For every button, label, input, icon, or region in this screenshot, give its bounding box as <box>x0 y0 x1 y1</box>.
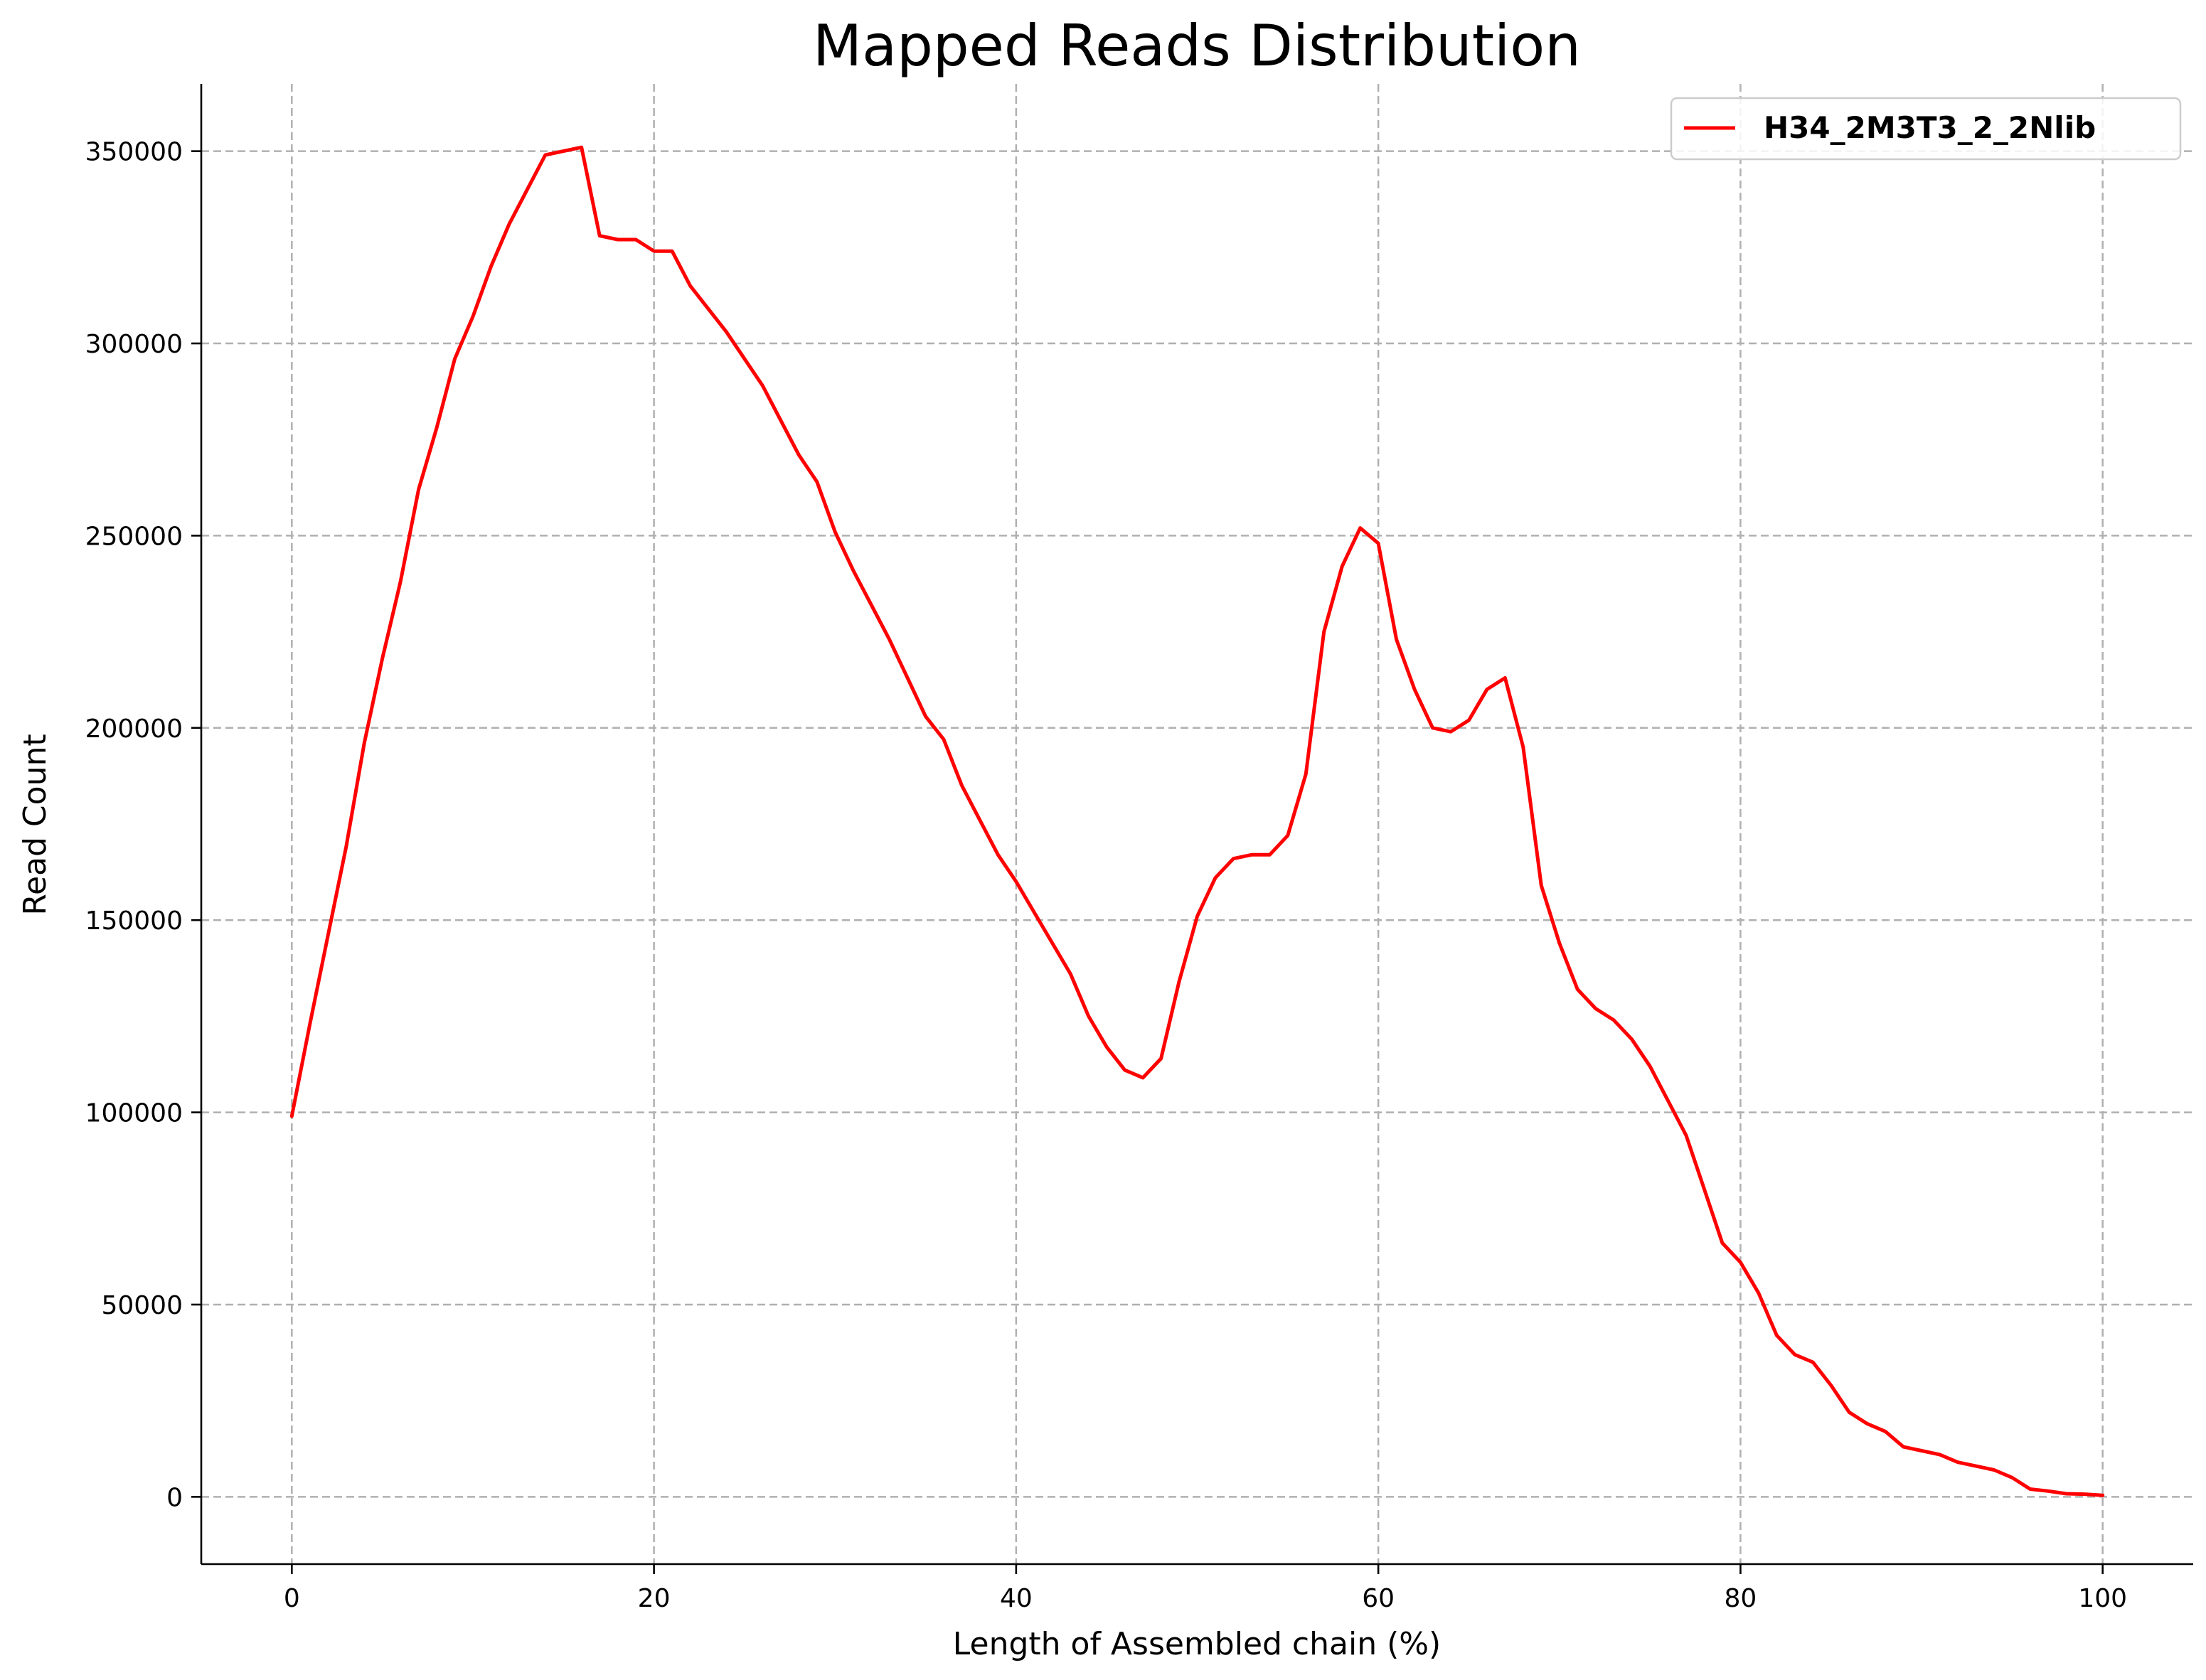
x-tick-label: 60 <box>1362 1584 1395 1613</box>
y-axis-label: Read Count <box>17 734 53 915</box>
legend-frame <box>1670 97 2182 161</box>
axes <box>200 84 2193 1566</box>
ticks: 0 20 40 60 80 100 0 50000 100000 150000 200000 2500… <box>85 138 2127 1613</box>
grid <box>201 84 2193 1564</box>
chart-title: Mapped Reads Distribution <box>813 13 1581 79</box>
legend: H34_2M3T3_2_2Nlib <box>1670 97 2182 161</box>
y-tick-label: 350000 <box>85 138 183 167</box>
y-tick-label: 50000 <box>101 1291 183 1320</box>
y-tick-label: 300000 <box>85 330 183 359</box>
y-tick-label: 200000 <box>85 715 183 744</box>
series-line-0 <box>289 145 2105 1497</box>
y-tick-label: 100000 <box>85 1099 183 1128</box>
x-tick-label: 20 <box>638 1584 671 1613</box>
x-tick-label: 0 <box>284 1584 300 1613</box>
y-tick-label: 250000 <box>85 522 183 551</box>
x-tick-label: 80 <box>1725 1584 1757 1613</box>
x-tick-label: 40 <box>1000 1584 1033 1613</box>
legend-label: H34_2M3T3_2_2Nlib <box>1764 110 2096 145</box>
x-tick-label: 100 <box>2078 1584 2127 1613</box>
y-tick-label: 150000 <box>85 906 183 936</box>
y-tick-label: 0 <box>166 1483 183 1512</box>
series-layer <box>289 145 2105 1497</box>
x-axis-label: Length of Assembled chain (%) <box>953 1626 1441 1662</box>
